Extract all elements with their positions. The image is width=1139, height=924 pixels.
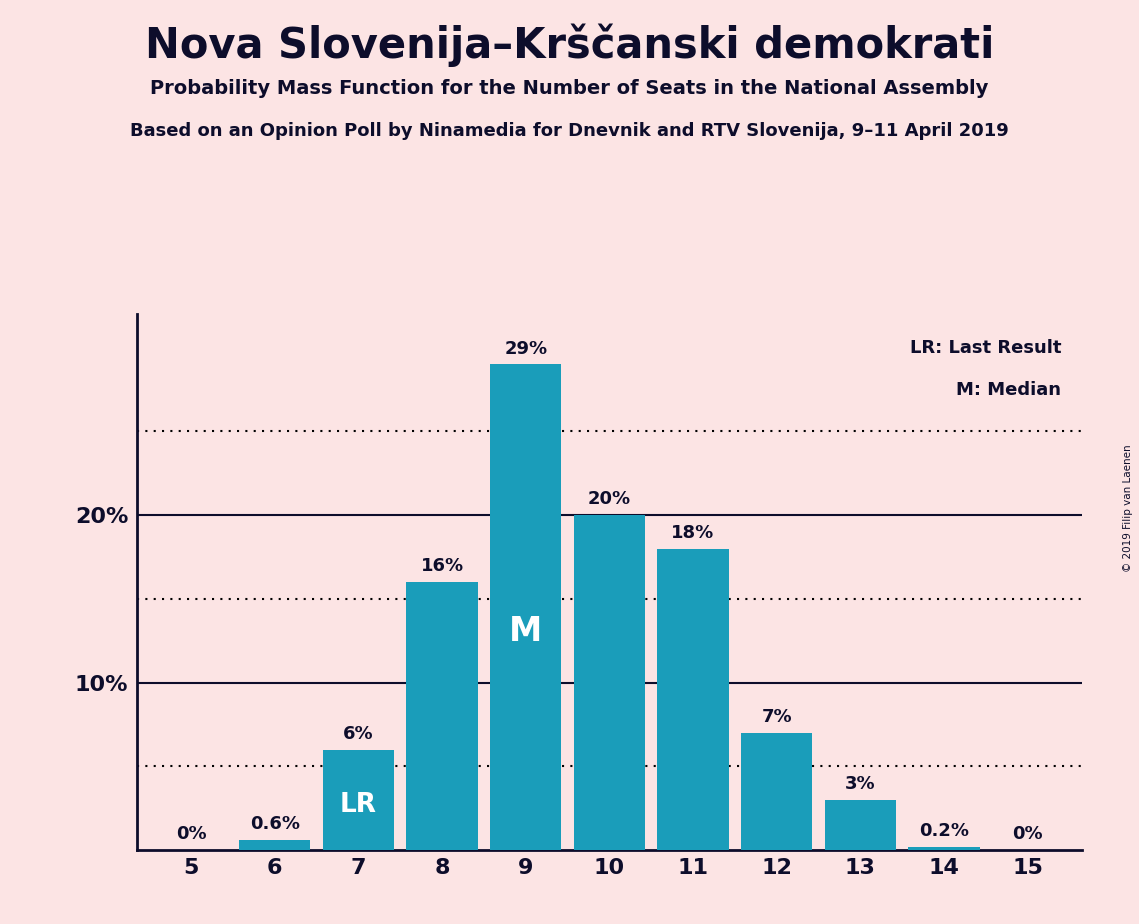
Bar: [490, 364, 562, 850]
Bar: [574, 516, 645, 850]
Text: LR: LR: [339, 792, 377, 818]
Text: Based on an Opinion Poll by Ninamedia for Dnevnik and RTV Slovenija, 9–11 April : Based on an Opinion Poll by Ninamedia fo…: [130, 122, 1009, 140]
Text: 0.6%: 0.6%: [249, 815, 300, 833]
Bar: [825, 800, 896, 850]
Text: 20%: 20%: [588, 491, 631, 508]
Text: 0.2%: 0.2%: [919, 822, 969, 840]
Text: 0%: 0%: [175, 825, 206, 844]
Bar: [322, 749, 394, 850]
Text: M: Median: M: Median: [956, 382, 1062, 399]
Text: Probability Mass Function for the Number of Seats in the National Assembly: Probability Mass Function for the Number…: [150, 79, 989, 98]
Bar: [909, 846, 980, 850]
Text: 0%: 0%: [1013, 825, 1043, 844]
Text: 7%: 7%: [761, 708, 792, 726]
Text: 18%: 18%: [671, 524, 714, 541]
Bar: [407, 582, 477, 850]
Text: © 2019 Filip van Laenen: © 2019 Filip van Laenen: [1123, 444, 1133, 572]
Text: M: M: [509, 615, 542, 648]
Text: 6%: 6%: [343, 725, 374, 743]
Bar: [657, 549, 729, 850]
Text: 16%: 16%: [420, 557, 464, 576]
Text: 29%: 29%: [505, 340, 547, 358]
Text: LR: Last Result: LR: Last Result: [910, 339, 1062, 358]
Text: Nova Slovenija–Krščanski demokrati: Nova Slovenija–Krščanski demokrati: [145, 23, 994, 67]
Text: 3%: 3%: [845, 775, 876, 793]
Bar: [239, 840, 310, 850]
Bar: [741, 733, 812, 850]
